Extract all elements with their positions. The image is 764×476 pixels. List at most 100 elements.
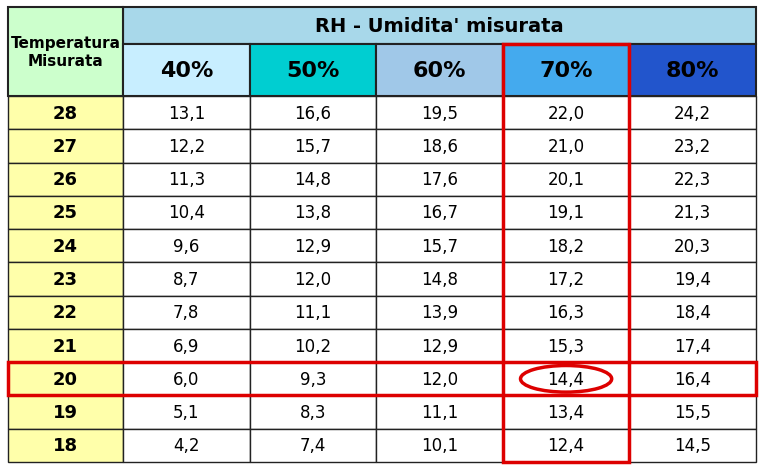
Text: 10,4: 10,4	[168, 204, 205, 222]
Text: 21,3: 21,3	[674, 204, 711, 222]
Text: 23: 23	[53, 270, 78, 288]
Text: 12,9: 12,9	[421, 337, 458, 355]
Bar	[503, 163, 630, 197]
Bar	[630, 429, 756, 462]
Text: 18: 18	[53, 436, 78, 455]
Bar	[250, 163, 376, 197]
Bar	[8, 130, 123, 163]
Bar	[8, 97, 123, 130]
Text: RH - Umidita' misurata: RH - Umidita' misurata	[316, 17, 564, 36]
Text: 14,8: 14,8	[421, 270, 458, 288]
Text: 15,7: 15,7	[421, 237, 458, 255]
Text: 20: 20	[53, 370, 78, 388]
Text: 12,0: 12,0	[421, 370, 458, 388]
Text: 15,5: 15,5	[674, 403, 711, 421]
Text: 24: 24	[53, 237, 78, 255]
Text: 60%: 60%	[413, 61, 466, 81]
Text: 18,4: 18,4	[674, 304, 711, 322]
Bar	[123, 130, 250, 163]
Bar	[376, 163, 503, 197]
Bar	[503, 45, 630, 462]
Text: 14,4: 14,4	[548, 370, 584, 388]
Bar	[503, 396, 630, 429]
Bar	[250, 429, 376, 462]
Text: 24,2: 24,2	[674, 104, 711, 122]
Bar	[376, 229, 503, 263]
Text: 15,7: 15,7	[294, 138, 332, 156]
Text: 25: 25	[53, 204, 78, 222]
Bar	[630, 97, 756, 130]
Bar	[250, 197, 376, 229]
Bar	[123, 45, 250, 97]
Text: 11,3: 11,3	[167, 171, 205, 189]
Bar	[503, 296, 630, 329]
Text: 5,1: 5,1	[173, 403, 199, 421]
Bar	[123, 229, 250, 263]
Text: 13,4: 13,4	[548, 403, 584, 421]
Bar	[630, 263, 756, 296]
Bar	[123, 296, 250, 329]
Bar	[376, 97, 503, 130]
Text: 27: 27	[53, 138, 78, 156]
Bar	[250, 229, 376, 263]
Bar	[250, 45, 376, 97]
Bar	[8, 197, 123, 229]
Text: 6,0: 6,0	[173, 370, 199, 388]
Text: 13,1: 13,1	[167, 104, 205, 122]
Bar	[8, 163, 123, 197]
Text: 16,7: 16,7	[421, 204, 458, 222]
Bar	[123, 197, 250, 229]
Bar	[8, 296, 123, 329]
Text: 4,2: 4,2	[173, 436, 199, 455]
Bar	[250, 362, 376, 396]
Bar	[503, 229, 630, 263]
Bar	[8, 263, 123, 296]
Text: 40%: 40%	[160, 61, 213, 81]
Text: Misurata: Misurata	[28, 54, 103, 69]
Bar	[376, 396, 503, 429]
Bar	[250, 296, 376, 329]
Text: 14,8: 14,8	[294, 171, 332, 189]
Text: 9,6: 9,6	[173, 237, 199, 255]
Bar	[376, 329, 503, 362]
Text: 70%: 70%	[539, 61, 593, 81]
Text: 13,8: 13,8	[294, 204, 332, 222]
Text: 12,9: 12,9	[294, 237, 332, 255]
Text: 13,9: 13,9	[421, 304, 458, 322]
Text: 22,3: 22,3	[674, 171, 711, 189]
Text: 16,6: 16,6	[294, 104, 332, 122]
Bar	[250, 329, 376, 362]
Text: 9,3: 9,3	[299, 370, 326, 388]
Text: 18,6: 18,6	[421, 138, 458, 156]
Text: 21: 21	[53, 337, 78, 355]
Bar	[503, 197, 630, 229]
Bar	[376, 263, 503, 296]
Text: 26: 26	[53, 171, 78, 189]
Bar	[630, 45, 756, 97]
Bar	[123, 163, 250, 197]
Text: 28: 28	[53, 104, 78, 122]
Text: 22: 22	[53, 304, 78, 322]
Text: 11,1: 11,1	[421, 403, 458, 421]
Bar	[250, 263, 376, 296]
Text: 16,4: 16,4	[674, 370, 711, 388]
Bar	[503, 263, 630, 296]
Bar	[630, 396, 756, 429]
Bar	[503, 130, 630, 163]
Text: 10,1: 10,1	[421, 436, 458, 455]
Text: 19,1: 19,1	[548, 204, 584, 222]
Bar	[8, 362, 123, 396]
Bar	[250, 130, 376, 163]
Bar	[8, 429, 123, 462]
Bar	[503, 329, 630, 362]
Bar	[8, 8, 123, 97]
Bar	[123, 362, 250, 396]
Text: 8,7: 8,7	[173, 270, 199, 288]
Bar	[630, 296, 756, 329]
Bar	[630, 197, 756, 229]
Text: 20,3: 20,3	[674, 237, 711, 255]
Bar	[8, 229, 123, 263]
Text: 15,3: 15,3	[548, 337, 584, 355]
Bar	[503, 45, 630, 97]
Text: 19,5: 19,5	[421, 104, 458, 122]
